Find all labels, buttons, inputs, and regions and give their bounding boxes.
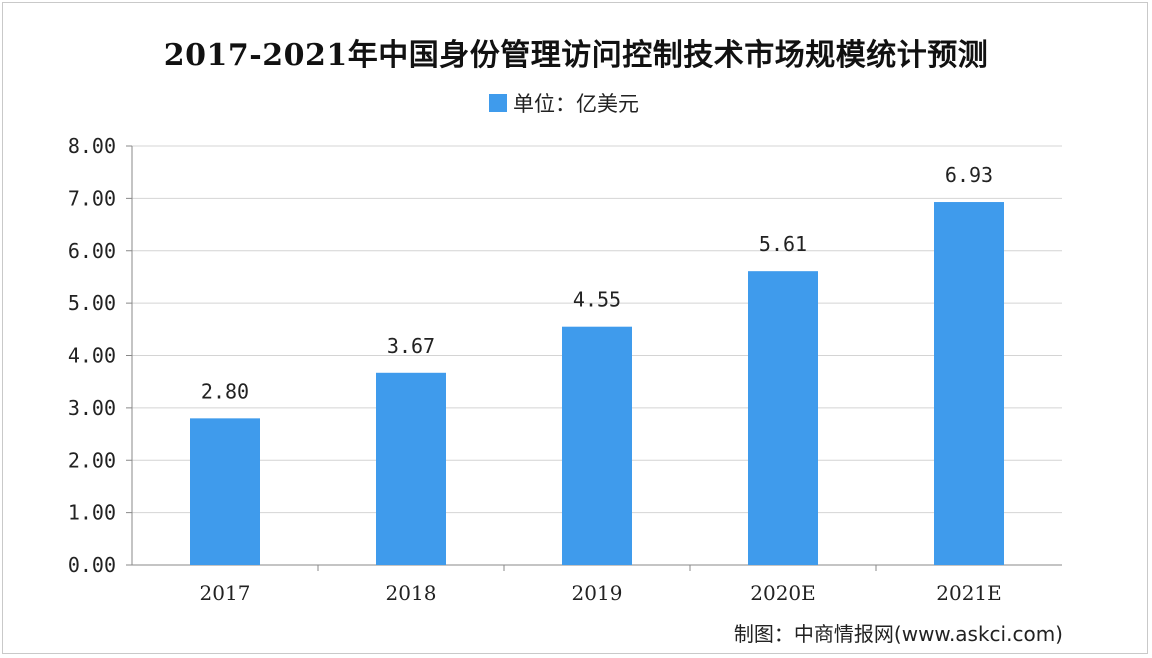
y-tick-label: 2.00	[68, 448, 116, 472]
y-tick-label: 4.00	[68, 344, 116, 368]
source-credit: 制图：中商情报网(www.askci.com)	[733, 622, 1063, 646]
bar	[748, 271, 818, 565]
legend-label: 单位：亿美元	[513, 92, 639, 116]
data-label: 5.61	[759, 232, 807, 256]
bar	[190, 418, 260, 565]
y-tick-label: 8.00	[68, 134, 116, 158]
y-tick-label: 1.00	[68, 501, 116, 525]
data-label: 3.67	[387, 334, 435, 358]
legend-swatch	[489, 94, 507, 112]
bar	[562, 326, 632, 565]
y-tick-label: 7.00	[68, 186, 116, 210]
y-tick-label: 6.00	[68, 239, 116, 263]
y-tick-label: 3.00	[68, 396, 116, 420]
data-label: 4.55	[573, 288, 621, 312]
x-tick-label: 2017	[200, 581, 251, 605]
legend: 单位：亿美元	[489, 88, 639, 118]
x-tick-label: 2020E	[750, 581, 816, 605]
x-tick-label: 2021E	[936, 581, 1002, 605]
bar	[376, 372, 446, 565]
y-tick-label: 0.00	[68, 553, 116, 577]
x-tick-label: 2019	[572, 581, 623, 605]
data-label: 6.93	[945, 163, 993, 187]
x-tick-label: 2018	[386, 581, 437, 605]
bar	[934, 202, 1004, 565]
chart-title: 2017-2021年中国身份管理访问控制技术市场规模统计预测	[163, 38, 989, 73]
data-label: 2.80	[201, 379, 249, 403]
y-tick-label: 5.00	[68, 291, 116, 315]
